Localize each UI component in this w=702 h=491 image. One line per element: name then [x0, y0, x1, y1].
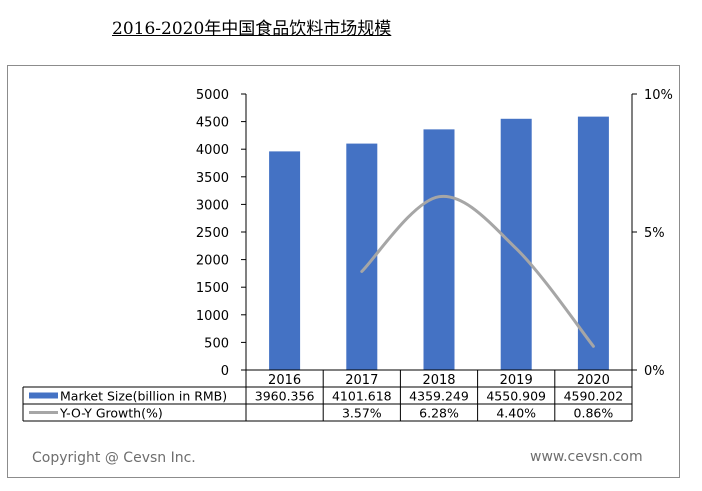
bar-market-size — [423, 129, 455, 370]
table-cell-value: 6.28% — [419, 406, 459, 421]
table-cell-value: 4.40% — [496, 406, 536, 421]
bar-market-size — [269, 151, 301, 370]
table-cell-value: 4590.202 — [564, 389, 624, 404]
y-left-tick-label: 1000 — [196, 309, 229, 324]
table-cell-value: 4101.618 — [332, 389, 392, 404]
x-tick-label: 2020 — [577, 373, 610, 388]
y-left-tick-label: 3500 — [196, 171, 229, 186]
y-right-tick-label: 10% — [644, 88, 673, 103]
table-cell-value: 4550.909 — [486, 389, 546, 404]
y-left-tick-label: 1500 — [196, 281, 229, 296]
y-left-tick-label: 4500 — [196, 116, 229, 131]
y-left-tick-label: 2500 — [196, 226, 229, 241]
chart-frame — [7, 65, 680, 478]
x-tick-label: 2018 — [422, 373, 455, 388]
legend-series-name: Y-O-Y Growth(%) — [59, 406, 163, 421]
legend-series-name: Market Size(billion in RMB) — [60, 389, 227, 404]
page-title: 2016-2020年中国食品饮料市场规模 — [112, 19, 392, 39]
bar-market-size — [577, 116, 609, 370]
y-right-tick-label: 0% — [644, 364, 665, 379]
y-left-tick-label: 4000 — [196, 143, 229, 158]
x-tick-label: 2019 — [500, 373, 533, 388]
y-left-tick-label: 500 — [204, 336, 229, 351]
legend-key-bar — [29, 392, 58, 399]
y-left-tick-label: 5000 — [196, 88, 229, 103]
y-right-tick-label: 5% — [644, 226, 665, 241]
x-tick-label: 2017 — [345, 373, 378, 388]
website-text: www.cevsn.com — [530, 449, 643, 465]
line-yoy-growth — [360, 194, 595, 348]
y-left-tick-label: 2000 — [196, 254, 229, 269]
copyright-text: Copyright @ Cevsn Inc. — [32, 450, 196, 466]
table-cell-value: 0.86% — [574, 406, 614, 421]
bar-market-size — [500, 118, 532, 370]
bar-market-size — [346, 143, 378, 370]
y-left-tick-label: 3000 — [196, 198, 229, 213]
table-cell-value: 3960.356 — [255, 389, 315, 404]
x-tick-label: 2016 — [268, 373, 301, 388]
table-cell-value: 4359.249 — [409, 389, 469, 404]
table-cell-value: 3.57% — [342, 406, 382, 421]
y-left-tick-label: 0 — [221, 364, 229, 379]
